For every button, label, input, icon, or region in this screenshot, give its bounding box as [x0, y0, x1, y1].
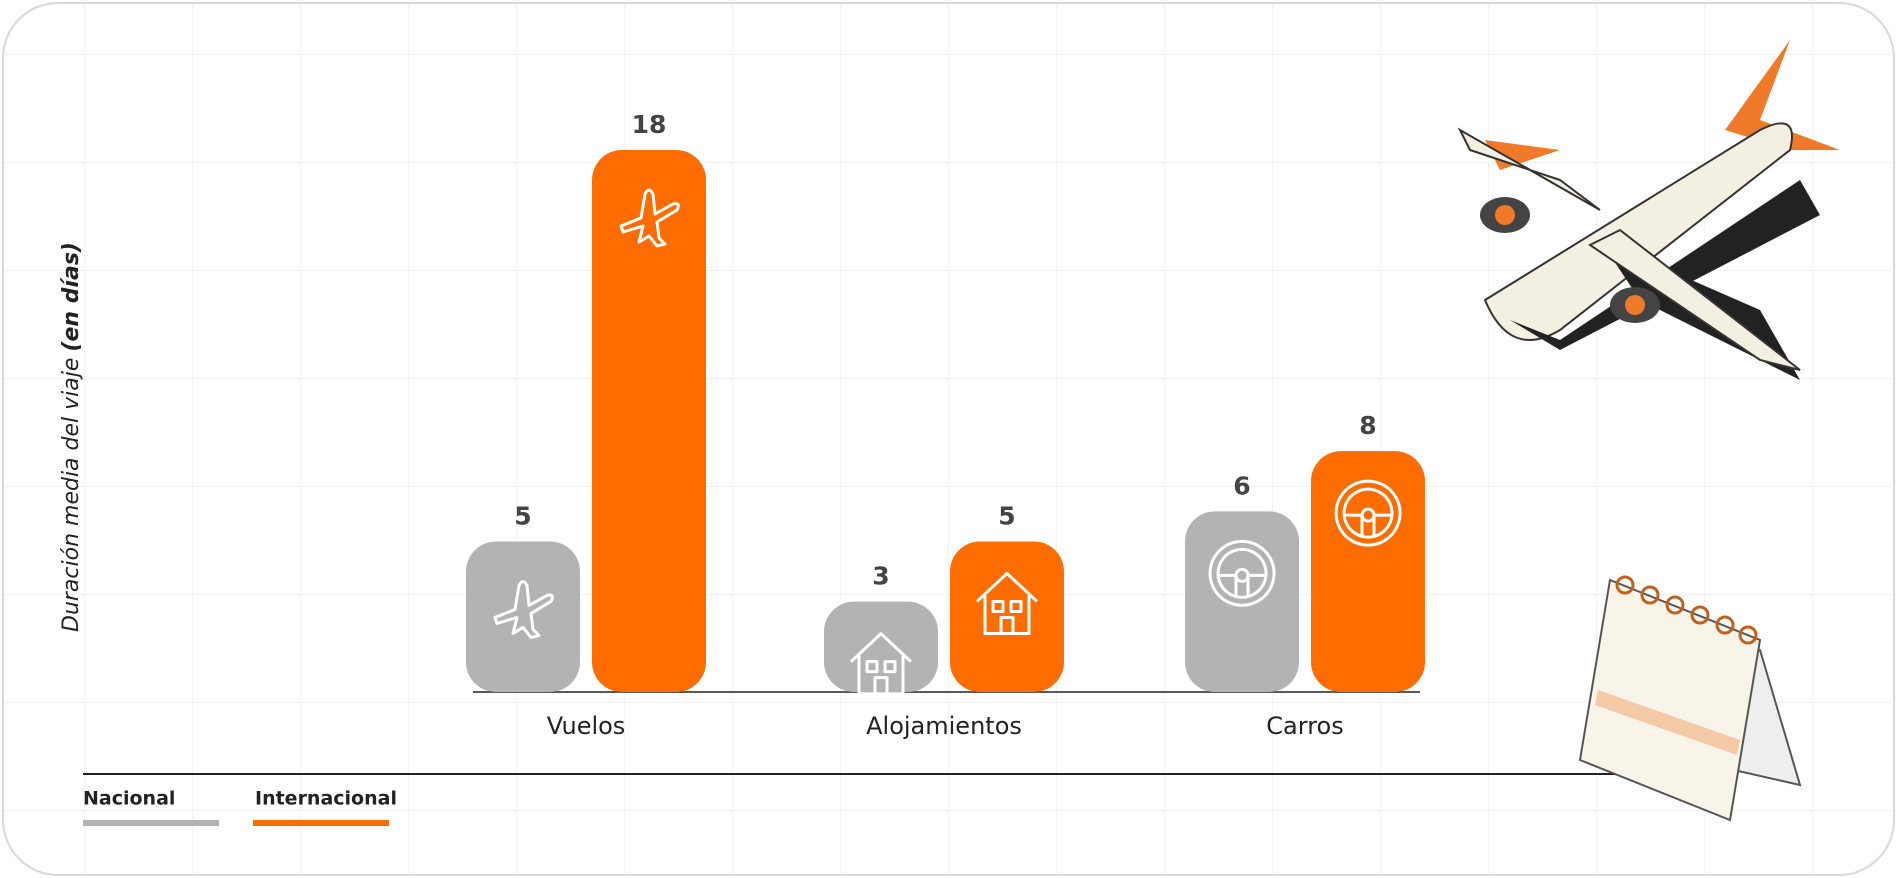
bar-icon — [619, 188, 680, 248]
airplane-illustration — [1457, 40, 1840, 380]
legend-swatch-nacional — [83, 820, 219, 826]
y-axis-label-emphasis: (en días) — [59, 242, 84, 352]
bar-icon — [1334, 479, 1402, 547]
icon — [1334, 479, 1402, 547]
legend-swatch-internacional — [253, 820, 389, 826]
value-label: 5 — [998, 501, 1015, 530]
bar — [1185, 511, 1299, 692]
bar — [592, 150, 706, 692]
bar — [824, 601, 938, 692]
bar-icon — [1208, 539, 1276, 607]
bar-icon — [849, 632, 913, 696]
value-label: 3 — [872, 562, 889, 591]
icon — [975, 571, 1039, 635]
bar — [466, 541, 580, 692]
y-axis-label-main: Duración media del viaje — [59, 358, 84, 632]
calendar-illustration — [1578, 575, 1802, 822]
x-tick-label: Carros — [1266, 712, 1343, 740]
x-tick-label: Vuelos — [547, 712, 626, 740]
value-label: 5 — [514, 501, 531, 530]
legend-label: Nacional — [83, 788, 175, 810]
y-axis-label: Duración media del viaje (en días) — [59, 242, 84, 632]
icon — [619, 188, 680, 248]
bar-icon — [975, 571, 1039, 635]
value-label: 8 — [1359, 411, 1376, 440]
icon — [849, 632, 913, 696]
icon — [493, 579, 554, 639]
bar — [1311, 451, 1425, 692]
bar-icon — [493, 579, 554, 639]
value-label: 6 — [1233, 471, 1250, 500]
legend-label: Internacional — [255, 788, 397, 810]
value-label: 18 — [632, 110, 667, 139]
x-tick-label: Alojamientos — [866, 712, 1022, 740]
icon — [1208, 539, 1276, 607]
